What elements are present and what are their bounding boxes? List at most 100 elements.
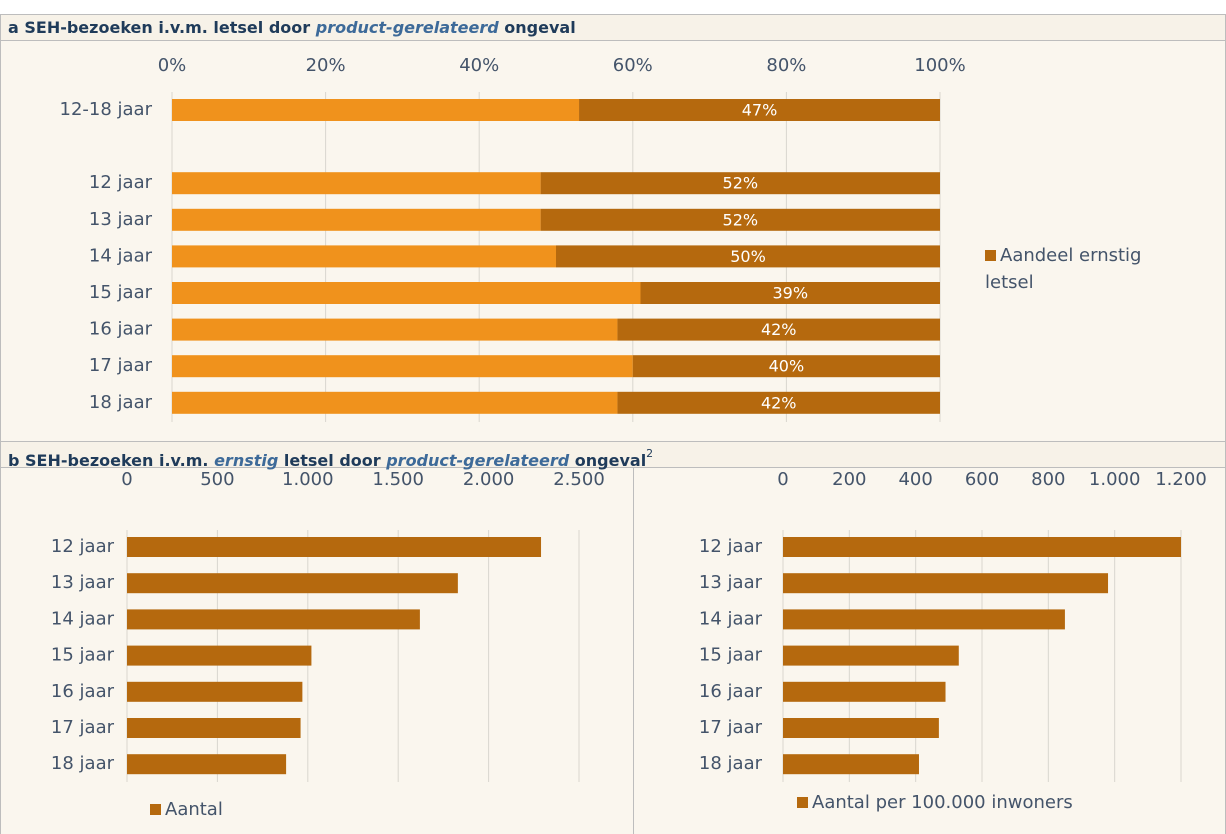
y-tick-label: 13 jaar bbox=[89, 209, 153, 230]
legend-swatch bbox=[985, 250, 996, 261]
bar bbox=[783, 718, 939, 738]
bar bbox=[556, 245, 940, 268]
x-tick-label: 20% bbox=[306, 55, 346, 76]
y-tick-label: 16 jaar bbox=[51, 681, 115, 702]
x-tick-label: 2.500 bbox=[553, 469, 605, 490]
bar bbox=[172, 172, 541, 195]
bar bbox=[127, 609, 420, 630]
y-tick-label: 18 jaar bbox=[51, 753, 115, 774]
title-part: product-gerelateerd bbox=[385, 451, 570, 470]
y-tick-label: 15 jaar bbox=[699, 645, 763, 666]
legend-label: Aandeel ernstig letsel bbox=[985, 245, 1142, 293]
y-tick-label: 16 jaar bbox=[699, 681, 763, 702]
legend-label: Aantal per 100.000 inwoners bbox=[812, 792, 1073, 813]
bar bbox=[127, 645, 312, 666]
title-part: product-gerelateerd bbox=[315, 18, 500, 37]
footnote-mark: 2 bbox=[646, 447, 653, 460]
x-tick-label: 2.000 bbox=[463, 469, 515, 490]
bar bbox=[172, 355, 633, 378]
y-tick-label: 12 jaar bbox=[699, 536, 763, 557]
x-tick-label: 100% bbox=[914, 55, 965, 76]
x-tick-label: 600 bbox=[965, 469, 999, 490]
bar bbox=[783, 537, 1181, 557]
x-tick-label: 200 bbox=[832, 469, 866, 490]
title-part: a SEH-bezoeken i.v.m. letsel door bbox=[8, 18, 316, 37]
bar bbox=[783, 609, 1065, 630]
bar bbox=[783, 645, 959, 666]
frame bbox=[0, 14, 1226, 834]
legend: Aantal per 100.000 inwoners bbox=[797, 789, 1197, 816]
x-tick-label: 500 bbox=[200, 469, 234, 490]
title-part: ernstig bbox=[214, 451, 278, 470]
y-tick-label: 18 jaar bbox=[699, 753, 763, 774]
bar bbox=[172, 99, 580, 121]
y-tick-label: 14 jaar bbox=[699, 608, 763, 629]
data-label: 42% bbox=[761, 393, 797, 412]
x-tick-label: 1.000 bbox=[282, 469, 334, 490]
bar bbox=[783, 754, 919, 775]
x-tick-label: 1.500 bbox=[372, 469, 424, 490]
y-tick-label: 17 jaar bbox=[89, 355, 153, 376]
y-tick-label: 15 jaar bbox=[89, 282, 153, 303]
y-tick-label: 16 jaar bbox=[89, 319, 153, 340]
x-tick-label: 80% bbox=[766, 55, 806, 76]
bar bbox=[127, 718, 301, 738]
legend: Aandeel ernstig letsel bbox=[985, 242, 1175, 296]
y-tick-label: 14 jaar bbox=[89, 245, 153, 266]
title-part: ongeval bbox=[569, 451, 646, 470]
y-tick-label: 17 jaar bbox=[699, 717, 763, 738]
section-title: a SEH-bezoeken i.v.m. letsel door produc… bbox=[8, 18, 576, 37]
y-tick-label: 12-18 jaar bbox=[60, 99, 153, 120]
bar bbox=[172, 245, 556, 268]
x-tick-label: 40% bbox=[459, 55, 499, 76]
x-tick-label: 400 bbox=[898, 469, 932, 490]
bar bbox=[540, 208, 940, 231]
x-tick-label: 0% bbox=[158, 55, 187, 76]
data-label: 52% bbox=[723, 210, 759, 229]
bar bbox=[172, 318, 618, 341]
data-label: 40% bbox=[769, 357, 805, 376]
legend: Aantal bbox=[150, 796, 450, 823]
section-title: b SEH-bezoeken i.v.m. ernstig letsel doo… bbox=[8, 447, 653, 470]
bar bbox=[783, 573, 1109, 594]
bar bbox=[172, 282, 641, 304]
x-tick-label: 0 bbox=[777, 469, 788, 490]
legend-swatch bbox=[150, 804, 161, 815]
bar bbox=[127, 681, 303, 702]
bar bbox=[540, 172, 940, 195]
y-tick-label: 18 jaar bbox=[89, 392, 153, 413]
bar bbox=[127, 537, 542, 557]
y-tick-label: 12 jaar bbox=[51, 536, 115, 557]
x-tick-label: 0 bbox=[121, 469, 132, 490]
x-tick-label: 60% bbox=[613, 55, 653, 76]
header-bar bbox=[0, 14, 1226, 41]
y-tick-label: 13 jaar bbox=[51, 572, 115, 593]
y-tick-label: 17 jaar bbox=[51, 717, 115, 738]
x-tick-label: 1.000 bbox=[1089, 469, 1141, 490]
data-label: 50% bbox=[730, 247, 766, 266]
data-label: 52% bbox=[723, 174, 759, 193]
bar bbox=[172, 391, 618, 414]
title-part: ongeval bbox=[499, 18, 576, 37]
bar bbox=[127, 573, 458, 594]
x-tick-label: 1.200 bbox=[1155, 469, 1207, 490]
x-tick-label: 800 bbox=[1031, 469, 1065, 490]
bar bbox=[640, 282, 940, 304]
y-tick-label: 14 jaar bbox=[51, 608, 115, 629]
bar bbox=[783, 681, 946, 702]
bar bbox=[617, 391, 940, 414]
bar bbox=[127, 754, 287, 775]
legend-label: Aantal bbox=[165, 799, 223, 820]
y-tick-label: 15 jaar bbox=[51, 645, 115, 666]
bar bbox=[617, 318, 940, 341]
title-part: letsel door bbox=[278, 451, 386, 470]
y-tick-label: 12 jaar bbox=[89, 172, 153, 193]
bar bbox=[172, 208, 541, 231]
legend-swatch bbox=[797, 797, 808, 808]
header-bar bbox=[0, 441, 1226, 468]
data-label: 39% bbox=[772, 284, 808, 303]
title-part: b SEH-bezoeken i.v.m. bbox=[8, 451, 214, 470]
bar bbox=[579, 99, 940, 121]
